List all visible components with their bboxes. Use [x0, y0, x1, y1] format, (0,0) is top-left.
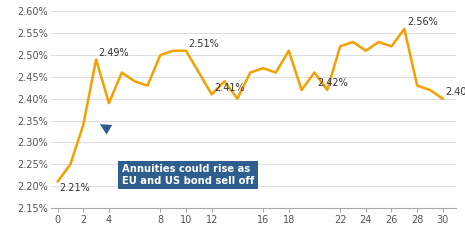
Text: 2.40%: 2.40%: [445, 87, 465, 97]
Text: 2.56%: 2.56%: [407, 17, 438, 27]
Text: Annuities could rise as
EU and US bond sell off: Annuities could rise as EU and US bond s…: [100, 124, 254, 186]
Text: 2.51%: 2.51%: [189, 39, 219, 49]
Text: 2.21%: 2.21%: [59, 183, 90, 193]
Text: 2.41%: 2.41%: [214, 83, 245, 93]
Text: 2.42%: 2.42%: [317, 78, 348, 88]
Text: 2.49%: 2.49%: [99, 48, 129, 58]
